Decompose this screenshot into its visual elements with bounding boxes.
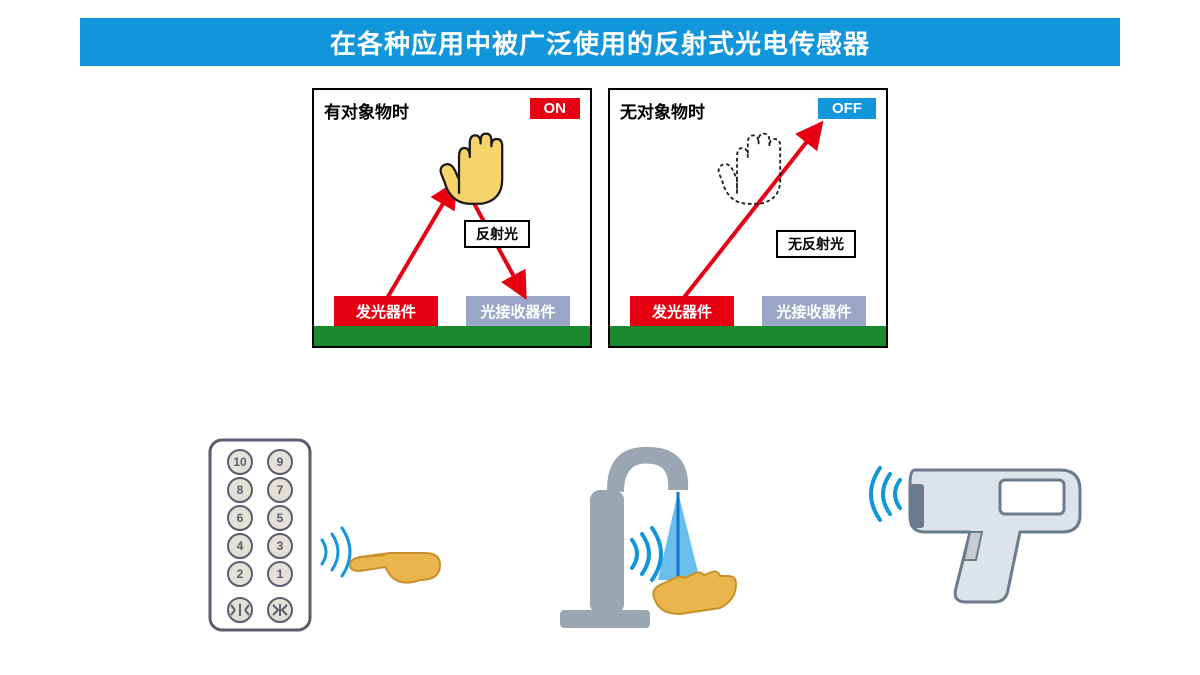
thermometer-sensor-icon (910, 484, 924, 528)
pointing-hand-icon (350, 553, 440, 583)
thermometer-illustration (871, 468, 1080, 602)
noreflect-label: 无反射光 (776, 230, 856, 258)
keypad-button-label: 8 (237, 483, 244, 497)
receiver-block: 光接收器件 (466, 296, 570, 326)
receiver-block: 光接收器件 (762, 296, 866, 326)
panel-no-object: 无对象物时 OFF 发光器件 光接收器件 无反射光 (608, 88, 888, 348)
waves-icon (322, 528, 350, 576)
thermometer-gun-icon (910, 470, 1080, 602)
emitter-block: 发光器件 (334, 296, 438, 326)
ground-strip (314, 326, 590, 346)
beam-emit-arrow-icon (386, 185, 454, 300)
keypad-frame-icon (210, 440, 310, 630)
keypad-buttons: 10 9 8 7 6 5 4 3 2 1 (228, 450, 292, 586)
keypad-illustration: 10 9 8 7 6 5 4 3 2 1 (210, 440, 440, 630)
faucet-spout-icon (607, 447, 688, 492)
hand-outline-icon (719, 134, 781, 204)
keypad-button-label: 6 (237, 511, 244, 525)
keypad-button-label: 3 (277, 539, 284, 553)
thermometer-screen-icon (1000, 480, 1064, 514)
keypad-button-label: 10 (233, 455, 247, 469)
waves-icon (871, 468, 900, 520)
on-badge: ON (530, 98, 581, 119)
keypad-button-label: 1 (277, 567, 284, 581)
illustrations-svg: 10 9 8 7 6 5 4 3 2 1 (0, 430, 1200, 650)
panel-with-object: 有对象物时 ON 发光器件 光接收器件 反射光 (312, 88, 592, 348)
keypad-button-label: 9 (277, 455, 284, 469)
illustrations-row: 10 9 8 7 6 5 4 3 2 1 (0, 430, 1200, 650)
keypad-button-label: 4 (237, 539, 244, 553)
keypad-open-button (228, 598, 252, 622)
keypad-button-label: 2 (237, 567, 244, 581)
diagram-panels: 有对象物时 ON 发光器件 光接收器件 反射光 无对象物时 OF (0, 88, 1200, 348)
faucet-pillar-icon (590, 490, 624, 614)
panel-right-header: 无对象物时 (620, 98, 705, 123)
title-bar: 在各种应用中被广泛使用的反射式光电传感器 (80, 18, 1120, 66)
emitter-block: 发光器件 (630, 296, 734, 326)
ground-strip (610, 326, 886, 346)
keypad-button-label: 5 (277, 511, 284, 525)
faucet-illustration (560, 447, 736, 628)
off-badge: OFF (818, 98, 876, 119)
reflect-label: 反射光 (464, 220, 530, 248)
hand-solid-icon (441, 134, 503, 204)
beam-through-arrow-icon (682, 125, 820, 300)
keypad-button-label: 7 (277, 483, 284, 497)
title-text: 在各种应用中被广泛使用的反射式光电传感器 (330, 24, 870, 61)
waves-icon (632, 528, 661, 580)
keypad-close-button (268, 598, 292, 622)
panel-left-header: 有对象物时 (324, 98, 409, 123)
